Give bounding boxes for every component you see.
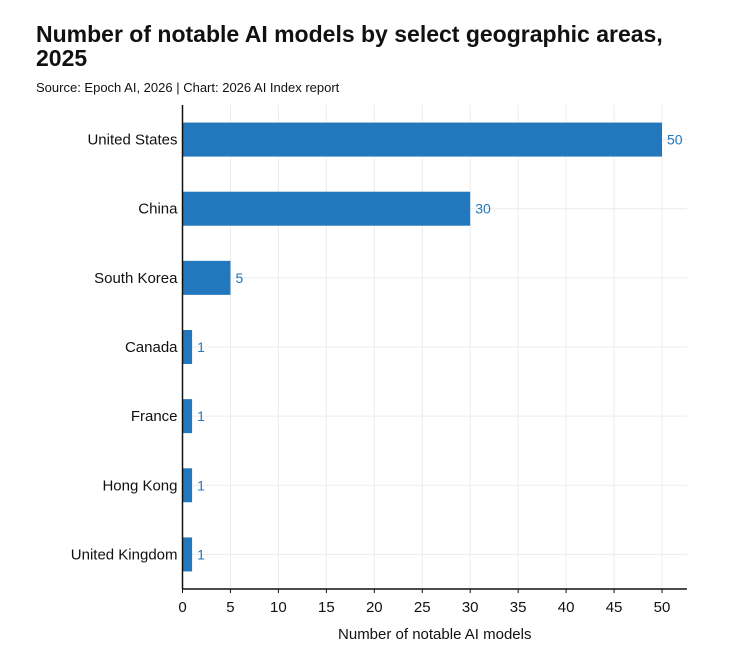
bar [182,399,193,434]
chart-title: Number of notable AI models by select ge… [36,21,663,71]
value-label: 1 [197,546,205,562]
category-label: Canada [125,339,178,356]
bar [182,468,193,503]
category-label: United Kingdom [71,546,178,563]
x-tick-label: 25 [414,599,431,616]
x-tick-label: 30 [462,599,479,616]
x-axis-title: Number of notable AI models [338,626,531,643]
x-tick-label: 50 [654,599,671,616]
bar [182,537,193,572]
category-label: United States [87,132,177,149]
x-tick-label: 0 [178,599,186,616]
bar [182,122,662,157]
chart-source: Source: Epoch AI, 2026 | Chart: 2026 AI … [36,80,340,95]
x-tick-label: 5 [226,599,234,616]
bar [182,330,193,364]
category-label: China [138,201,178,218]
x-tick-label: 15 [318,599,335,616]
value-label: 1 [197,339,205,355]
category-label: Hong Kong [102,477,177,494]
x-tick-label: 35 [510,599,527,616]
x-tick-label: 20 [366,599,383,616]
x-tick-label: 40 [558,599,575,616]
category-label: South Korea [94,270,178,287]
value-label: 1 [197,408,205,424]
category-label: France [131,408,178,425]
value-label: 30 [475,201,491,217]
bar [182,191,471,226]
value-label: 5 [235,270,243,286]
value-label: 1 [197,477,205,493]
x-tick-label: 45 [606,599,623,616]
value-label: 50 [667,132,683,148]
bar [182,260,231,295]
x-tick-label: 10 [270,599,287,616]
